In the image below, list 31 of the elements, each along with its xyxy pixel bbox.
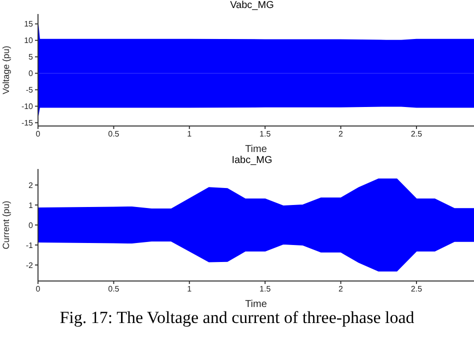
y-tick-label: -10: [21, 102, 34, 112]
y-tick-label: 15: [24, 20, 34, 29]
y-axis-title: Voltage (pu): [1, 46, 12, 94]
chart-title: Vabc_MG: [229, 0, 275, 12]
y-tick-label: -1: [26, 240, 34, 250]
chart-title: Iabc_MG: [230, 155, 274, 167]
x-tick-label: 1: [187, 284, 192, 294]
x-tick-label: 0: [36, 284, 41, 294]
y-axis-title: Current (pu): [1, 200, 12, 250]
y-tick-label: 10: [24, 36, 34, 46]
x-axis-title: Time: [245, 144, 268, 155]
y-tick-label: 0: [28, 69, 34, 78]
y-tick-label: -2: [26, 260, 34, 270]
x-tick-label: 2: [338, 284, 344, 294]
x-tick-label: 0.5: [108, 130, 120, 139]
y-tick-label: -5: [26, 86, 34, 95]
caption: Fig. 17: The Voltage and current of three-phase load: [58, 308, 416, 328]
y-tick-label: 2: [28, 180, 34, 190]
y-tick-label: 5: [28, 52, 34, 62]
x-tick-label: 0.5: [108, 284, 120, 294]
x-tick-label: 0: [36, 130, 41, 139]
x-tick-label: 2: [338, 130, 344, 139]
y-tick-label: 0: [28, 220, 34, 230]
x-tick-label: 1.5: [260, 284, 272, 294]
x-tick-label: 1: [187, 130, 192, 139]
x-tick-label: 1.5: [260, 130, 272, 139]
y-tick-label: -15: [21, 118, 34, 128]
x-axis-title: Time: [245, 299, 268, 310]
x-tick-label: 2.5: [410, 130, 423, 139]
y-tick-label: 1: [28, 200, 34, 210]
x-tick-label: 2.5: [410, 284, 423, 294]
